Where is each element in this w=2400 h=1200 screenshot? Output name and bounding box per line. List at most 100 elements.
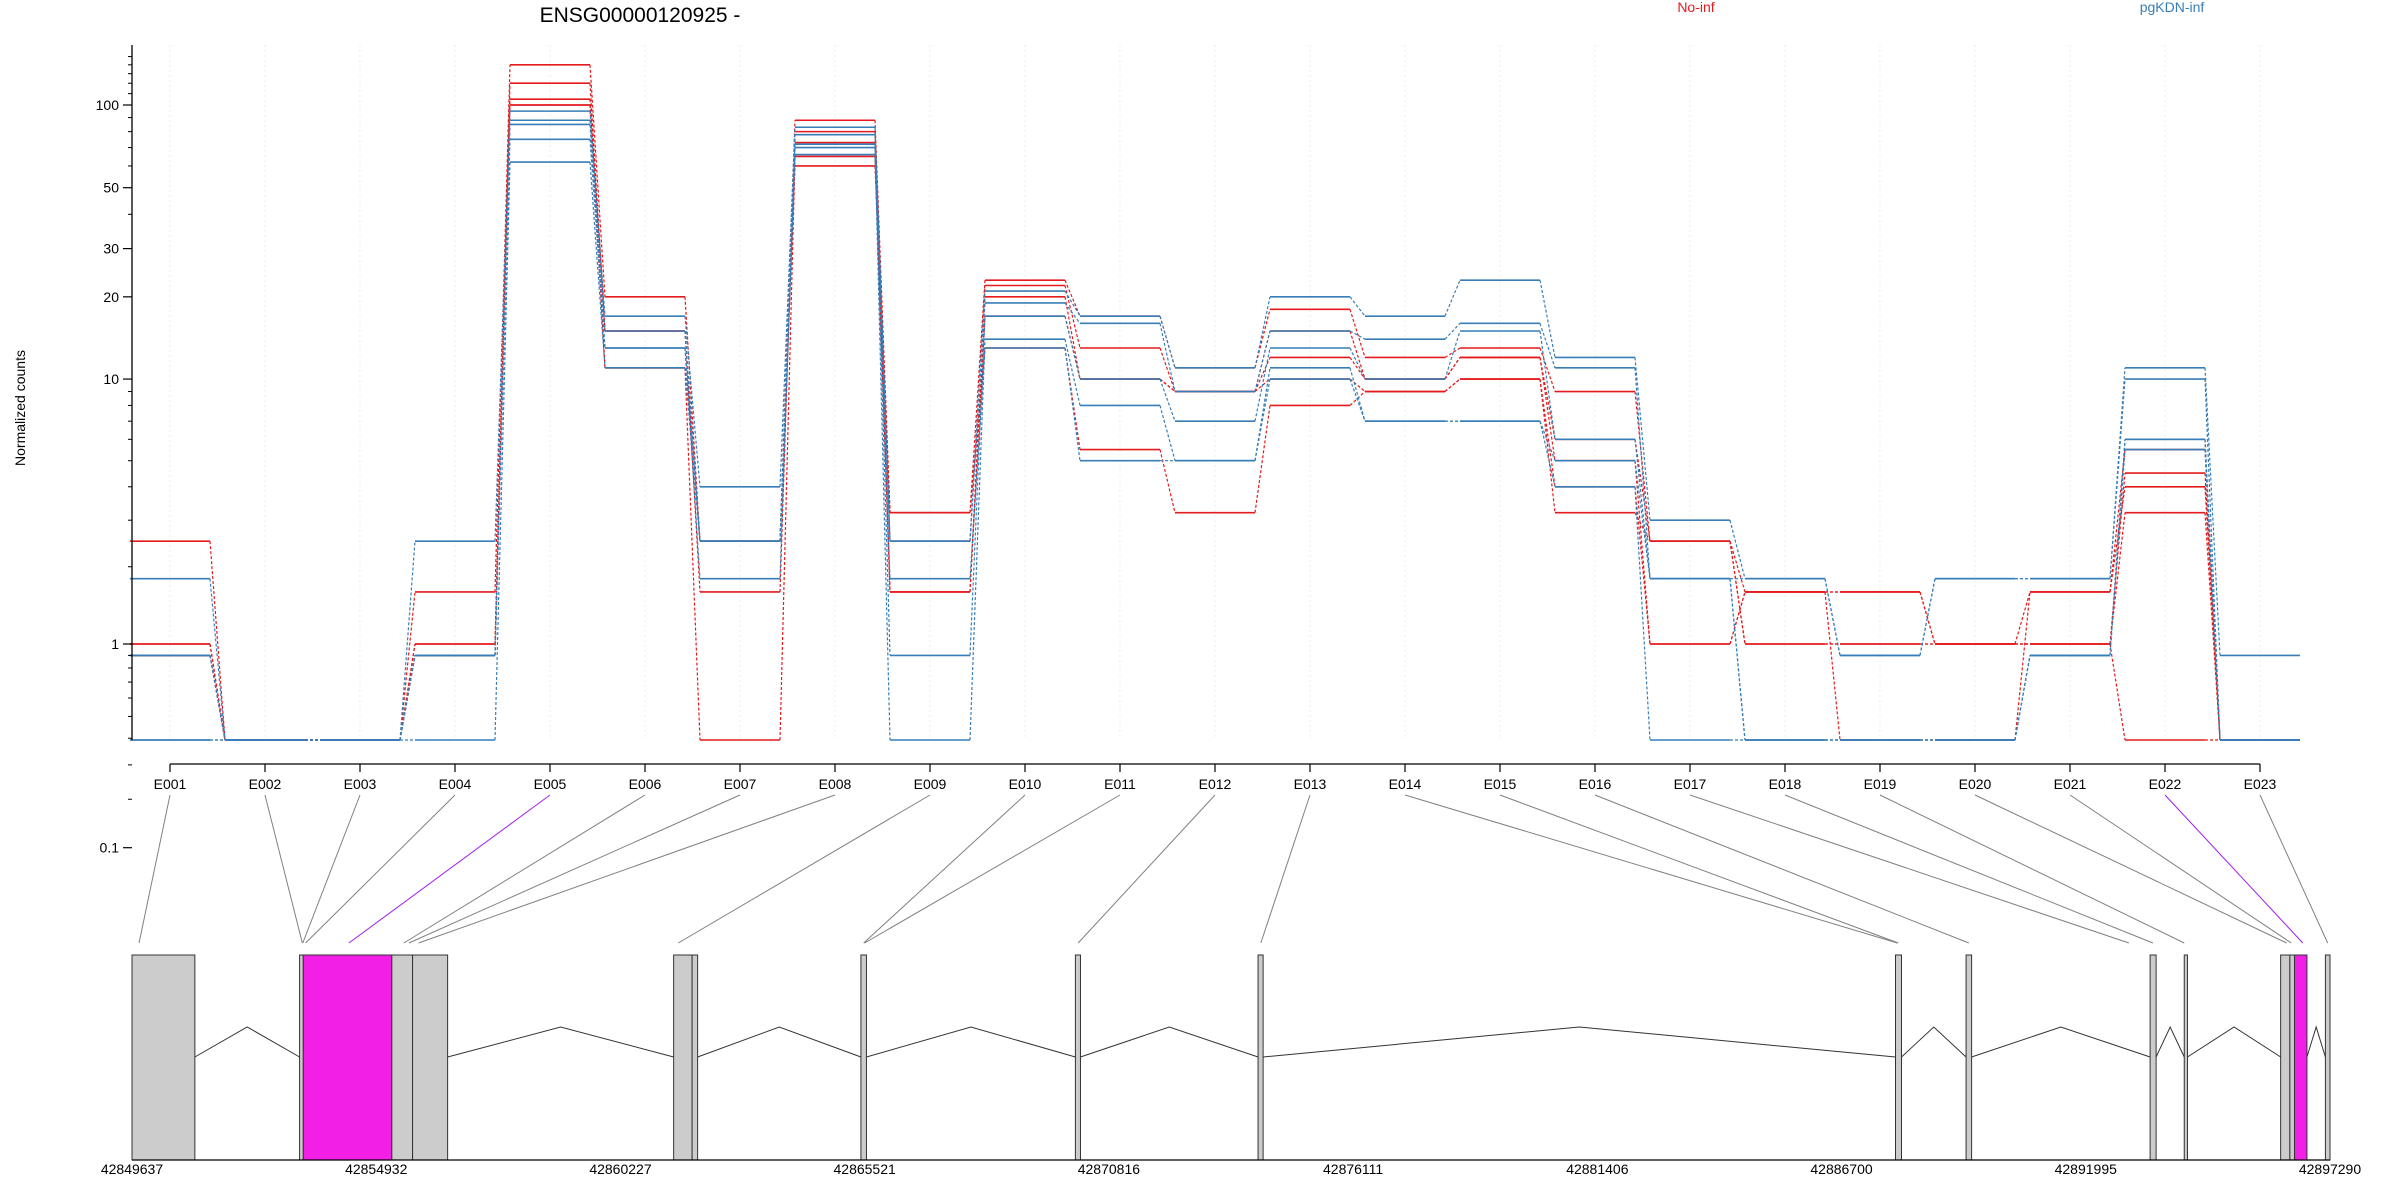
exon-15 bbox=[2289, 954, 2295, 1161]
connector-pgkdn-inf-8-10 bbox=[1159, 405, 1176, 461]
connector-no-inf-2-0 bbox=[209, 643, 226, 741]
connector-pgkdn-inf-8-14 bbox=[1539, 420, 1556, 461]
connector-pgkdn-inf-6-12 bbox=[1349, 330, 1366, 340]
connector-no-inf-0-16 bbox=[1729, 541, 1746, 593]
connector-no-inf-2-14 bbox=[1539, 357, 1556, 461]
connector-no-inf-0-0 bbox=[209, 541, 226, 741]
connector-no-inf-4-10 bbox=[1159, 449, 1176, 513]
x-tick-label: E004 bbox=[439, 776, 472, 792]
x-tick-label: E013 bbox=[1294, 776, 1327, 792]
connector-e001 bbox=[138, 794, 171, 944]
chart-title: ENSG00000120925 - bbox=[540, 4, 741, 27]
x-tick-label: E001 bbox=[154, 776, 187, 792]
x-tick-label: E017 bbox=[1674, 776, 1707, 792]
connector-pgkdn-inf-7-8 bbox=[969, 316, 986, 656]
connector-pgkdn-inf-9-7 bbox=[874, 154, 891, 579]
intron-line-0 bbox=[194, 1026, 300, 1058]
connector-e009 bbox=[678, 794, 931, 944]
connector-pgkdn-inf-9-15 bbox=[1634, 486, 1651, 741]
connector-no-inf-2-4 bbox=[589, 99, 606, 332]
y-axis-label: Normalized counts bbox=[12, 350, 28, 466]
connector-pgkdn-inf-9-21 bbox=[2204, 449, 2221, 741]
connector-e013 bbox=[1260, 794, 1311, 944]
connector-no-inf-3-5 bbox=[684, 367, 701, 741]
connector-no-inf-4-16 bbox=[1729, 541, 1746, 645]
connector-no-inf-2-15 bbox=[1634, 460, 1651, 645]
connector-pgkdn-inf-7-11 bbox=[1254, 347, 1271, 422]
connector-no-inf-0-4 bbox=[589, 64, 606, 297]
x-tick-label: E008 bbox=[819, 776, 852, 792]
connector-pgkdn-inf-5-16 bbox=[1729, 520, 1746, 579]
connector-no-inf-0-9 bbox=[1064, 279, 1081, 317]
y-tick-label: 30 bbox=[103, 241, 119, 257]
connector-e010 bbox=[863, 794, 1026, 944]
connector-no-inf-4-11 bbox=[1254, 405, 1271, 513]
connector-pgkdn-inf-7-6 bbox=[779, 144, 796, 579]
connector-no-inf-3-14 bbox=[1539, 378, 1556, 487]
intron-line-6 bbox=[697, 1026, 862, 1058]
connector-e023 bbox=[2259, 794, 2329, 944]
connector-pgkdn-inf-6-15 bbox=[1634, 367, 1651, 579]
connector-pgkdn-inf-5-21 bbox=[2204, 367, 2221, 656]
connector-no-inf-0-13 bbox=[1444, 347, 1461, 358]
exon-7 bbox=[860, 954, 867, 1161]
connector-no-inf-0-12 bbox=[1349, 309, 1366, 358]
exon-1 bbox=[299, 954, 304, 1161]
connector-pgkdn-inf-5-11 bbox=[1254, 296, 1271, 368]
connector-e003 bbox=[302, 794, 361, 944]
connector-e006 bbox=[403, 794, 646, 944]
exon-10 bbox=[1895, 954, 1902, 1161]
connector-no-inf-3-16 bbox=[1729, 591, 1746, 645]
connector-pgkdn-inf-6-20 bbox=[2109, 379, 2126, 579]
connector-pgkdn-inf-7-14 bbox=[1539, 330, 1556, 440]
x-tick-label: E023 bbox=[2244, 776, 2277, 792]
connector-no-inf-0-8 bbox=[969, 280, 986, 513]
connector-pgkdn-inf-7-13 bbox=[1444, 330, 1461, 380]
connector-pgkdn-inf-5-15 bbox=[1634, 357, 1651, 521]
connector-no-inf-0-14 bbox=[1539, 347, 1556, 392]
intron-line-7 bbox=[866, 1026, 1076, 1058]
connector-no-inf-3-20 bbox=[2109, 512, 2126, 645]
exon-4 bbox=[412, 954, 449, 1161]
x-tick-label: E014 bbox=[1389, 776, 1422, 792]
connector-e015 bbox=[1499, 794, 1899, 944]
connector-pgkdn-inf-5-13 bbox=[1444, 279, 1461, 317]
connector-no-inf-2-12 bbox=[1349, 357, 1366, 380]
connector-no-inf-0-11 bbox=[1254, 309, 1271, 368]
axes: 0.1 1 10 20 30 50 100 E001 E002 E003 E004 E005 E006 E… bbox=[96, 45, 2277, 856]
connector-no-inf-3-15 bbox=[1634, 486, 1651, 645]
connector-pgkdn-inf-8-9 bbox=[1064, 339, 1081, 406]
genomic-coordinate-label: 42886700 bbox=[1810, 1161, 1873, 1177]
x-tick-label: E002 bbox=[249, 776, 282, 792]
genomic-coordinate-label: 42897290 bbox=[2299, 1161, 2362, 1177]
x-tick-label: E005 bbox=[534, 776, 567, 792]
connector-no-inf-3-10 bbox=[1159, 378, 1176, 392]
connector-e004 bbox=[305, 794, 456, 944]
connector-pgkdn-inf-6-10 bbox=[1159, 323, 1176, 392]
connector-no-inf-0-19 bbox=[2014, 591, 2031, 645]
x-tick-label: E007 bbox=[724, 776, 757, 792]
legend-no-inf: No-inf bbox=[1677, 0, 1714, 15]
connector-pgkdn-inf-9-4 bbox=[589, 162, 606, 368]
highlighted-exon-16 bbox=[2293, 954, 2308, 1161]
connector-e016 bbox=[1594, 794, 1970, 944]
connector-pgkdn-inf-8-12 bbox=[1349, 367, 1366, 422]
connector-pgkdn-inf-9-5 bbox=[684, 367, 701, 542]
connector-pgkdn-inf-5-2 bbox=[399, 541, 416, 741]
connector-pgkdn-inf-5-10 bbox=[1159, 315, 1176, 368]
genomic-coordinate-label: 42891995 bbox=[2055, 1161, 2118, 1177]
intron-line-11 bbox=[1971, 1026, 2151, 1058]
x-tick-label: E006 bbox=[629, 776, 662, 792]
connector-e014 bbox=[1404, 794, 1898, 944]
connector-pgkdn-inf-7-9 bbox=[1064, 316, 1081, 380]
connector-pgkdn-inf-9-12 bbox=[1349, 378, 1366, 422]
connector-pgkdn-inf-5-4 bbox=[589, 111, 606, 317]
intron-line-8 bbox=[1080, 1026, 1259, 1058]
exon-9 bbox=[1257, 954, 1264, 1161]
connector-pgkdn-inf-8-3 bbox=[494, 139, 511, 656]
connector-no-inf-1-15 bbox=[1634, 439, 1651, 542]
exon-0 bbox=[131, 954, 196, 1161]
connector-pgkdn-inf-5-12 bbox=[1349, 296, 1366, 317]
connector-pgkdn-inf-7-0 bbox=[209, 655, 226, 741]
intron-line-12 bbox=[2155, 1025, 2185, 1058]
